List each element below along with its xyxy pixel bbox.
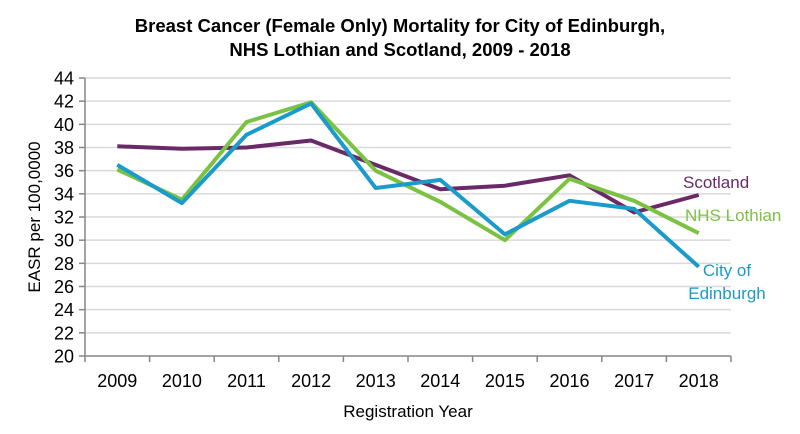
series-line-scotland (117, 138, 700, 215)
y-tick-label: 22 (54, 323, 74, 343)
series-line-nhs-lothian (116, 100, 700, 243)
x-tick-label: 2012 (291, 371, 331, 391)
y-tick-label: 20 (54, 347, 74, 367)
series-lines (116, 100, 701, 269)
y-tick-label: 26 (54, 277, 74, 297)
y-tick-label: 42 (54, 92, 74, 112)
y-tick-label: 30 (54, 231, 74, 251)
x-tick-label: 2016 (549, 371, 589, 391)
series-line-city-of-edinburgh (116, 101, 701, 269)
series-label: NHS Lothian (685, 206, 781, 225)
chart-title-line-2: NHS Lothian and Scotland, 2009 - 2018 (229, 39, 570, 60)
x-tick-label: 2017 (614, 371, 654, 391)
y-axis-title: EASR per 100,0000 (25, 141, 44, 292)
series-label: Edinburgh (688, 284, 766, 303)
y-tick-label: 32 (54, 208, 74, 228)
series-labels: Scotland NHS Lothian City of Edinburgh (683, 173, 781, 303)
y-tick-label: 34 (54, 184, 74, 204)
x-tick-label: 2018 (679, 371, 719, 391)
x-tick-label: 2010 (162, 371, 202, 391)
y-tick-label: 40 (54, 115, 74, 135)
x-axis-ticks: 2009 2010 2011 2012 2013 2014 2015 2016 2017 2018 (84, 356, 732, 391)
x-tick-label: 2011 (227, 371, 266, 391)
series-label: Scotland (683, 173, 749, 192)
y-axis-ticks: 20 22 24 26 28 30 32 34 36 38 40 42 44 (54, 69, 85, 367)
x-tick-label: 2013 (356, 371, 396, 391)
series-label: City of (703, 261, 751, 280)
gridlines (85, 77, 731, 334)
x-tick-label: 2015 (485, 371, 525, 391)
y-tick-label: 44 (54, 69, 74, 89)
x-axis-title: Registration Year (343, 402, 473, 421)
x-tick-label: 2009 (97, 371, 137, 391)
chart-title-line-1: Breast Cancer (Female Only) Mortality fo… (135, 15, 665, 36)
y-tick-label: 28 (54, 254, 74, 274)
x-tick-label: 2014 (420, 371, 460, 391)
y-tick-label: 24 (54, 300, 74, 320)
y-tick-label: 36 (54, 161, 74, 181)
y-tick-label: 38 (54, 138, 74, 158)
